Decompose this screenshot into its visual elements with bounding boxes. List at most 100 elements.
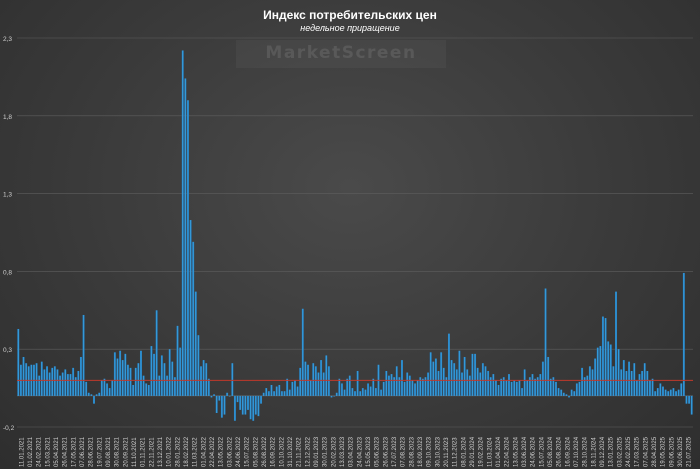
bar [304, 361, 307, 396]
x-tick-label: 09.06.2025 [669, 436, 675, 467]
bar [226, 392, 229, 396]
bar [359, 391, 362, 396]
x-tick-label: 30.10.2023 [435, 436, 441, 467]
x-tick-label: 11.12.2023 [453, 437, 459, 467]
bar [518, 380, 521, 396]
bar [189, 220, 192, 396]
bar [635, 380, 638, 396]
x-tick-label: 31.10.2022 [288, 436, 294, 467]
bar [56, 369, 59, 396]
bar [643, 363, 646, 396]
bar [231, 363, 234, 396]
bar [103, 378, 106, 396]
bar [129, 367, 132, 396]
x-tick-label: 09.08.2021 [106, 436, 112, 467]
x-tick-label: 03.04.2023 [349, 436, 355, 467]
bar [429, 352, 432, 396]
bar [82, 314, 85, 396]
x-tick-label: 24.06.2024 [531, 436, 537, 467]
bar [560, 389, 563, 396]
bar [197, 335, 200, 396]
bar [132, 384, 135, 396]
bar [369, 386, 372, 396]
bar [521, 388, 524, 396]
bar [455, 369, 458, 396]
bar [262, 392, 265, 396]
bar [314, 366, 317, 396]
bar [35, 363, 38, 396]
bar [654, 391, 657, 396]
bar [573, 391, 576, 396]
bar [51, 367, 54, 396]
bar [398, 377, 401, 396]
x-tick-label: 15.07.2022 [245, 436, 251, 467]
bar [147, 384, 150, 396]
bar [408, 375, 411, 396]
x-tick-label: 18.09.2023 [418, 436, 424, 467]
bar [646, 370, 649, 396]
bar [419, 377, 422, 396]
bar [202, 360, 205, 396]
bar [387, 375, 390, 396]
bar [479, 372, 482, 396]
bar [450, 360, 453, 396]
x-tick-label: 05.06.2023 [375, 436, 381, 467]
x-tick-label: 24.04.2023 [357, 436, 363, 467]
bar [273, 391, 276, 396]
x-tick-label: 30.01.2023 [323, 436, 329, 467]
bar [113, 352, 116, 396]
bar [40, 361, 43, 396]
bar [615, 291, 617, 396]
x-tick-label: 03.06.2024 [522, 436, 528, 467]
x-tick-label: 05.08.2022 [253, 436, 259, 467]
bar [288, 389, 291, 396]
bar [390, 374, 393, 396]
bar [17, 328, 20, 396]
bar [186, 100, 189, 396]
bar [74, 377, 77, 396]
bar [466, 369, 469, 396]
bar [317, 372, 320, 396]
x-tick-label: 28.10.2024 [583, 436, 589, 467]
x-tick-label: 20.11.2023 [444, 437, 450, 467]
bar [301, 308, 304, 396]
bar [481, 363, 484, 396]
bar [685, 395, 688, 404]
bar [85, 381, 88, 396]
bar [322, 372, 325, 396]
bar [265, 388, 268, 396]
bar [468, 375, 471, 396]
bar [609, 344, 612, 396]
x-tick-label: 03.02.2025 [617, 436, 623, 467]
x-tick-label: 28.04.2025 [652, 436, 658, 467]
bar [293, 380, 296, 396]
bar [406, 372, 409, 396]
bar [38, 375, 41, 396]
bar [46, 366, 49, 396]
bar [48, 372, 51, 396]
bar [210, 395, 213, 398]
x-tick-label: 22.04.2022 [210, 436, 216, 467]
x-tick-label: 11.10.2021 [132, 437, 138, 467]
bar [233, 395, 236, 421]
bar [434, 358, 437, 396]
bar [395, 366, 398, 396]
x-tick-label: 22.04.2024 [505, 436, 511, 467]
bar [622, 360, 625, 396]
bar [453, 363, 456, 396]
bar [531, 374, 534, 396]
bar [361, 388, 364, 396]
bar [594, 358, 597, 396]
bar [633, 363, 636, 396]
x-tick-label: 08.01.2024 [461, 436, 467, 467]
bar [53, 366, 56, 396]
bar [669, 389, 672, 396]
bar [581, 367, 584, 396]
bar [651, 378, 654, 396]
x-tick-label: 05.08.2024 [548, 436, 554, 467]
bar [599, 346, 602, 396]
bar [680, 383, 683, 396]
x-tick-label: 26.04.2021 [63, 436, 69, 467]
bar [607, 341, 610, 396]
